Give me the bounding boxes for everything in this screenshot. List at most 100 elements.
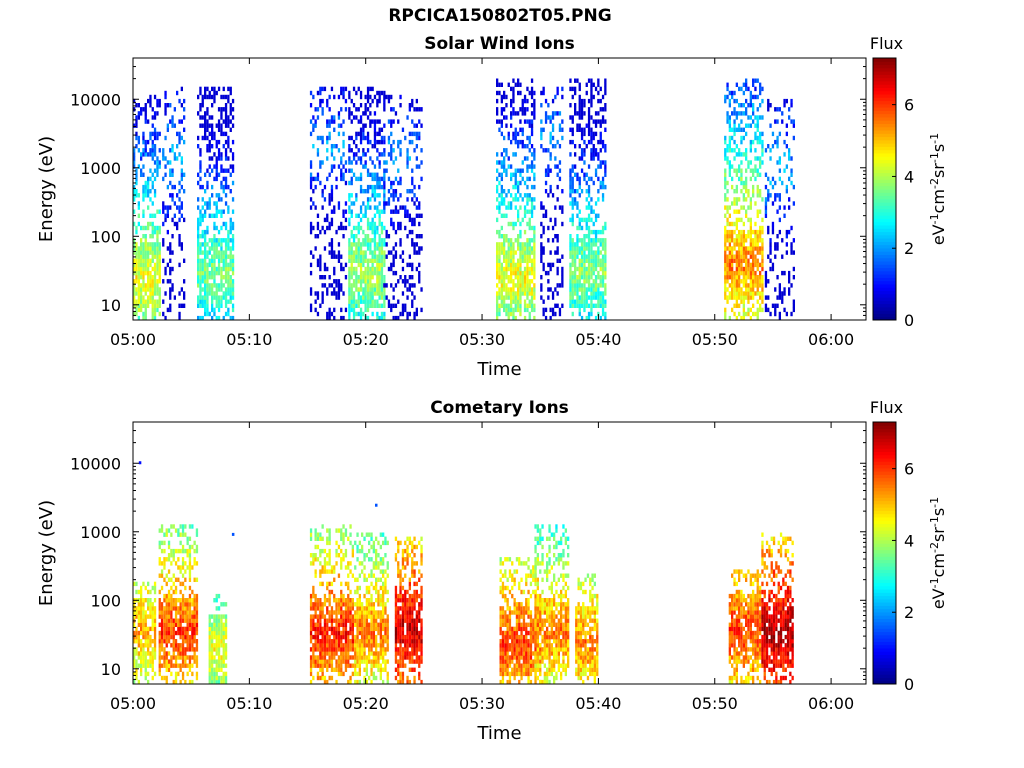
heatmap-cell [342,213,345,218]
heatmap-cell [169,307,172,313]
heatmap-cell [738,111,741,116]
heatmap-cell [583,234,586,239]
heatmap-cell [496,107,499,112]
heatmap-cell [151,606,154,611]
heatmap-cell [726,189,729,194]
heatmap-cell [496,283,499,288]
heatmap-cell [191,626,194,632]
heatmap-cell [733,283,736,288]
heatmap-cell [792,266,795,272]
heatmap-cell [503,234,506,239]
heatmap-cell [556,291,559,296]
heatmap-cell [323,229,327,235]
heatmap-cell [227,279,230,284]
heatmap-cell [224,180,228,186]
heatmap-cell [366,287,370,292]
heatmap-cell [213,242,216,247]
heatmap-cell [337,242,341,247]
heatmap-cell [359,262,363,268]
heatmap-cell [569,115,572,120]
heatmap-cell [731,266,734,272]
heatmap-cell [319,618,322,623]
heatmap-cell [357,258,360,263]
heatmap-cell [179,630,182,636]
heatmap-cell [778,283,781,288]
heatmap-cell [756,262,759,268]
heatmap-cell [726,295,729,300]
heatmap-cell [378,127,381,132]
heatmap-cell [542,205,545,210]
heatmap-cell [505,250,508,255]
heatmap-cell [571,127,574,132]
heatmap-cell [328,107,331,112]
heatmap-cell [576,111,579,116]
heatmap-cell [530,250,534,255]
heatmap-cell [135,307,138,313]
heatmap-cell [328,659,331,664]
heatmap-cell [587,275,591,280]
heatmap-cell [731,275,734,280]
heatmap-cell [227,98,230,104]
heatmap-cell [556,250,559,255]
heatmap-cell [735,303,738,308]
heatmap-cell [587,184,591,190]
heatmap-cell [792,275,795,280]
heatmap-cell [517,144,520,149]
heatmap-cell [418,164,421,169]
heatmap-cell [420,307,423,313]
heatmap-cell [180,86,183,92]
heatmap-cell [309,307,313,313]
heatmap-cell [371,270,374,276]
heatmap-cell [217,593,221,599]
heatmap-cell [181,524,185,529]
heatmap-cell [222,168,225,173]
heatmap-cell [790,180,793,186]
heatmap-cell [556,258,559,263]
heatmap-cell [158,279,161,284]
heatmap-cell [752,283,755,288]
heatmap-cell [222,634,225,640]
heatmap-cell [231,197,235,202]
heatmap-cell [747,86,750,92]
heatmap-cell [328,119,331,124]
heatmap-cell [158,262,161,268]
heatmap-cell [399,242,402,247]
heatmap-cell [740,295,743,300]
heatmap-cell [330,164,334,169]
heatmap-cell [172,639,175,644]
heatmap-cell [140,254,143,259]
heatmap-cell [174,643,178,648]
heatmap-cell [561,270,564,276]
heatmap-cell [163,659,166,664]
heatmap-cell [498,229,501,235]
heatmap-cell [211,258,214,263]
heatmap-cell [594,86,598,92]
heatmap-cell [328,221,331,227]
heatmap-cell [191,663,194,668]
heatmap-cell [147,589,150,595]
heatmap-cell [503,307,506,313]
heatmap-cell [601,291,605,296]
heatmap-cell [514,275,517,280]
heatmap-cell [383,107,386,112]
heatmap-cell [191,639,194,644]
heatmap-cell [140,291,143,296]
heatmap-cell [544,307,548,313]
heatmap-cell [774,246,777,251]
heatmap-cell [151,156,154,161]
heatmap-cell [404,283,407,288]
heatmap-cell [759,225,762,231]
heatmap-cell [312,606,315,611]
heatmap-cell [498,275,501,280]
heatmap-cell [726,156,729,161]
heatmap-cell [408,254,411,259]
heatmap-cell [137,135,140,141]
heatmap-cell [738,127,741,132]
heatmap-cell [774,197,777,202]
heatmap-cell [583,246,586,251]
heatmap-cell [164,213,167,218]
heatmap-cell [326,528,329,533]
heatmap-cell [344,225,348,231]
heatmap-cell [604,172,607,177]
heatmap-cell [378,287,381,292]
